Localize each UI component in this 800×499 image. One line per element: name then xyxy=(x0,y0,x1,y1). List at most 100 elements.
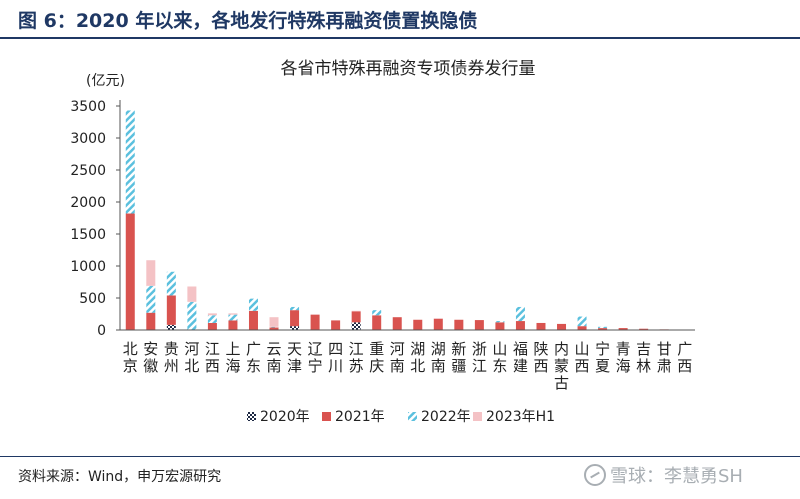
bar-湖北-2021年 xyxy=(413,319,423,330)
legend-label: 2023年H1 xyxy=(486,409,555,425)
legend-label: 2021年 xyxy=(335,409,385,425)
bar-福建-2022年 xyxy=(515,306,525,322)
bar-新疆-2021年 xyxy=(454,319,464,330)
bar-内蒙古-2021年 xyxy=(557,323,567,330)
bar-宁夏-2021年 xyxy=(598,328,608,330)
y-tick-label: 1000 xyxy=(70,259,106,275)
xueqiu-logo-icon xyxy=(584,464,606,486)
x-tick-label: 辽宁 xyxy=(308,340,323,375)
bar-重庆-2021年 xyxy=(372,315,382,330)
bar-辽宁-2021年 xyxy=(310,314,320,330)
bar-上海-2023年H1 xyxy=(228,313,238,315)
y-tick-label: 2500 xyxy=(70,163,106,179)
x-tick-label: 上海 xyxy=(225,340,240,375)
bar-贵州-2021年 xyxy=(166,295,176,325)
bar-安徽-2022年 xyxy=(146,285,156,313)
legend-swatch-2021年 xyxy=(322,412,331,421)
bar-青海-2021年 xyxy=(618,328,628,330)
bar-广东-2021年 xyxy=(248,310,258,330)
bar-云南-2021年 xyxy=(269,327,279,330)
x-tick-label: 新疆 xyxy=(451,340,466,375)
bar-天津-2022年 xyxy=(290,306,300,311)
x-tick-label: 安徽 xyxy=(143,340,158,375)
chart-area: 各省市特殊再融资专项债券发行量 (亿元) 0 500 1000 1500 2000 250… xyxy=(70,59,695,425)
chart-title: 各省市特殊再融资专项债券发行量 xyxy=(281,59,536,79)
title-divider xyxy=(0,37,800,39)
y-tick-label: 2000 xyxy=(70,195,106,211)
x-tick-label: 江苏 xyxy=(349,340,364,375)
watermark: 雪球：李慧勇SH xyxy=(584,462,743,488)
x-tick-label: 陕西 xyxy=(533,340,548,375)
x-tick-label: 云南 xyxy=(267,340,282,375)
y-tick-label: 1500 xyxy=(70,227,106,243)
x-tick-label: 浙江 xyxy=(472,340,487,375)
y-tick-label: 500 xyxy=(79,291,106,307)
x-tick-label: 河南 xyxy=(390,340,405,375)
figure-title: 图 6：2020 年以来，各地发行特殊再融资债置换隐债 xyxy=(18,10,478,32)
legend-swatch-2023年H1 xyxy=(473,412,482,421)
bar-山东-2022年 xyxy=(495,321,505,323)
bar-云南-2022年 xyxy=(269,326,279,328)
x-tick-label: 内蒙古 xyxy=(554,340,569,392)
bar-重庆-2022年 xyxy=(372,310,382,316)
bar-广东-2022年 xyxy=(248,298,258,311)
bar-四川-2021年 xyxy=(331,320,341,330)
x-tick-label: 吉林 xyxy=(636,340,651,375)
y-axis-label: (亿元) xyxy=(86,73,125,89)
bar-江苏-2021年 xyxy=(351,311,361,323)
footer-divider xyxy=(0,456,800,457)
x-tick-label: 湖北 xyxy=(410,340,425,375)
bar-北京-2021年 xyxy=(125,213,135,330)
bar-上海-2021年 xyxy=(228,320,238,330)
x-tick-label: 四川 xyxy=(328,340,343,375)
x-tick-label: 青海 xyxy=(616,340,631,375)
bar-浙江-2021年 xyxy=(474,320,484,330)
bar-安徽-2023年H1 xyxy=(146,260,156,286)
legend-label: 2022年 xyxy=(421,409,471,425)
bar-贵州-2020年 xyxy=(166,324,176,330)
bar-江西-2022年 xyxy=(207,315,217,323)
x-tick-label: 福建 xyxy=(513,340,528,375)
bar-湖南-2021年 xyxy=(433,318,443,330)
bar-陕西-2021年 xyxy=(536,322,546,330)
x-tick-label: 甘肃 xyxy=(657,340,672,375)
x-tick-label: 重庆 xyxy=(369,340,384,375)
x-tick-label: 河北 xyxy=(184,340,199,375)
legend-label: 2020年 xyxy=(260,409,310,425)
bar-天津-2021年 xyxy=(290,310,300,327)
bar-湖南-2023年H1 xyxy=(433,318,443,319)
x-tick-label: 北京 xyxy=(123,340,138,375)
bar-北京-2022年 xyxy=(125,110,135,214)
bar-吉林-2021年 xyxy=(639,328,649,330)
bar-江西-2023年H1 xyxy=(207,313,217,316)
bar-山西-2021年 xyxy=(577,326,587,330)
source-note: 资料来源：Wind，申万宏源研究 xyxy=(18,469,222,485)
y-tick-label: 0 xyxy=(97,323,106,339)
x-tick-label: 山西 xyxy=(575,340,590,375)
bar-上海-2022年 xyxy=(228,314,238,321)
legend-swatch-2020年 xyxy=(247,412,256,421)
bar-江苏-2023年H1 xyxy=(351,310,361,312)
bar-江西-2021年 xyxy=(207,322,217,330)
x-tick-label: 宁夏 xyxy=(595,340,610,375)
bar-云南-2023年H1 xyxy=(269,317,279,327)
bar-天津-2020年 xyxy=(290,326,300,330)
bar-河北-2022年 xyxy=(187,301,197,330)
bar-河北-2023年H1 xyxy=(187,286,197,302)
bar-宁夏-2022年 xyxy=(598,326,608,329)
bar-河南-2021年 xyxy=(392,317,402,330)
bar-山东-2021年 xyxy=(495,322,505,330)
bar-福建-2021年 xyxy=(515,321,525,330)
x-tick-label: 湖南 xyxy=(431,340,446,375)
watermark-text: 雪球：李慧勇SH xyxy=(610,466,743,487)
x-tick-label: 江西 xyxy=(205,340,220,375)
y-tick-label: 3500 xyxy=(70,99,106,115)
legend-swatch-2022年 xyxy=(408,412,417,421)
x-tick-label: 贵州 xyxy=(164,340,179,375)
bar-山西-2022年 xyxy=(577,316,587,327)
x-tick-label: 山东 xyxy=(492,340,507,375)
x-tick-label: 广东 xyxy=(246,340,261,375)
x-tick-label: 广西 xyxy=(677,340,692,375)
bar-贵州-2022年 xyxy=(166,271,176,296)
bar-安徽-2021年 xyxy=(146,312,156,330)
